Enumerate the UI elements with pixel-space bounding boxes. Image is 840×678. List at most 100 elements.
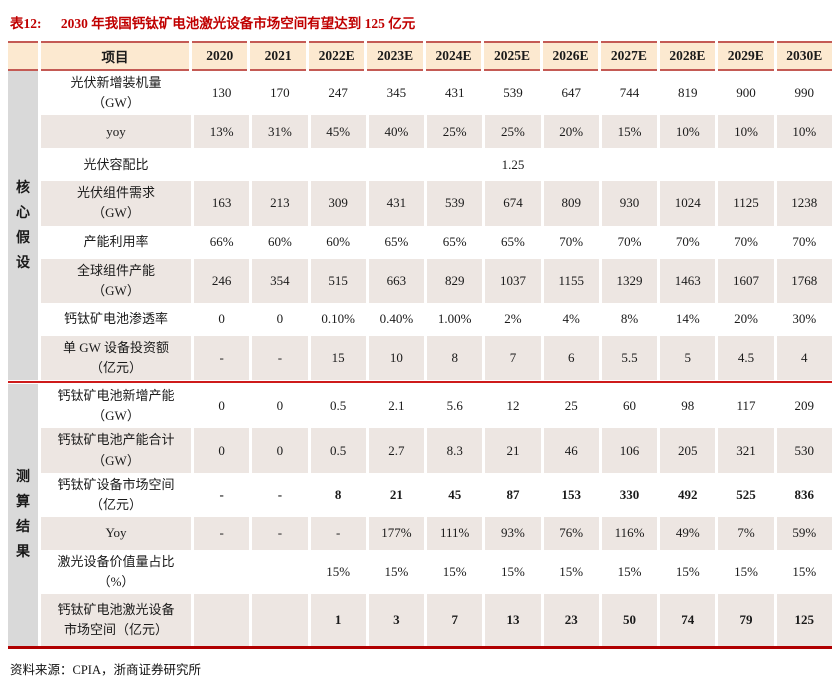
- data-cell: 5: [660, 335, 716, 381]
- data-cell: 1607: [718, 258, 774, 303]
- data-cell: [194, 148, 249, 181]
- table-row: 光伏新增装机量 （GW） 130 170 247 345 431 539 647 744 819 9…: [41, 71, 832, 115]
- data-cell: [777, 148, 832, 181]
- data-cell: -: [252, 335, 308, 381]
- table-row: 钙钛矿电池产能合计 （GW） 0 0 0.5 2.7 8.3 21 46 106 205 321 53…: [41, 428, 832, 473]
- data-cell: 76%: [543, 516, 599, 550]
- data-cell: 515: [310, 258, 366, 303]
- data-cell: 2.7: [368, 428, 425, 473]
- data-cell: 117: [736, 398, 756, 414]
- column-header-year: 2022E: [308, 41, 365, 71]
- data-cell: 15%: [792, 564, 817, 580]
- data-cell: 25: [564, 398, 578, 414]
- data-cell: 130: [211, 85, 232, 101]
- data-cell: 5.6: [446, 398, 463, 414]
- data-cell: 990: [794, 85, 815, 101]
- table-body: 核心假设 光伏新增装机量 （GW） 130 170 247 345 431 539 647 744…: [8, 71, 832, 647]
- data-cell: 836: [794, 486, 815, 502]
- data-cell: [718, 148, 773, 181]
- data-cell: 116%: [601, 516, 658, 550]
- data-cell: 106: [601, 428, 658, 473]
- data-cell: 60%: [326, 234, 351, 250]
- data-cell: 674: [485, 181, 541, 226]
- data-cell: 0.10%: [321, 311, 355, 327]
- data-cell: -: [219, 486, 224, 502]
- data-cell: [602, 148, 657, 181]
- data-cell: 20%: [734, 311, 758, 327]
- table-section: 核心假设 光伏新增装机量 （GW） 130 170 247 345 431 539 647 744…: [8, 71, 832, 381]
- data-cell: 45: [448, 486, 462, 502]
- table-row: 钙钛矿电池激光设备 市场空间（亿元） 1 3 7 13 23 50 74 79 125: [41, 594, 832, 647]
- data-cell: 1: [310, 594, 366, 647]
- data-cell: 70%: [734, 234, 758, 250]
- table-row: 全球组件产能 （GW） 246 354 515 663 829 1037 1155 1329 14…: [41, 258, 832, 303]
- data-cell: [194, 594, 250, 647]
- data-cell: 330: [619, 486, 640, 502]
- data-table: 项目 2020 2021 2022E 2023E 2024E 2025E 2026E 2027E…: [8, 41, 832, 650]
- data-cell: [252, 550, 307, 594]
- data-cell: 7%: [718, 516, 774, 550]
- data-cell: 0.5: [310, 428, 366, 473]
- data-cell: 111%: [427, 516, 483, 550]
- data-cell: 539: [427, 181, 483, 226]
- data-cell: 345: [386, 85, 407, 101]
- data-cell: -: [277, 486, 283, 502]
- data-cell: 0: [276, 311, 284, 327]
- data-cell: 21: [485, 428, 541, 473]
- row-label: 钙钛矿电池产能合计 （GW）: [41, 428, 191, 473]
- data-cell: 13: [485, 594, 541, 647]
- data-cell: 5.5: [601, 335, 658, 381]
- table-header-row: 项目 2020 2021 2022E 2023E 2024E 2025E 2026E 2027E…: [8, 41, 832, 71]
- data-cell: 15%: [617, 564, 642, 580]
- row-label: 全球组件产能 （GW）: [41, 258, 191, 303]
- section-label-cell: 测算结果: [8, 384, 38, 647]
- row-label: 光伏组件需求 （GW）: [41, 181, 191, 226]
- section-rows: 光伏新增装机量 （GW） 130 170 247 345 431 539 647 744 819 9…: [41, 71, 832, 381]
- table-section: 测算结果 钙钛矿电池新增产能 （GW） 0 0 0.5 2.1 5.6 12 25 60 98 117…: [8, 384, 832, 647]
- column-header-year: 2028E: [659, 41, 716, 71]
- data-cell: 8%: [620, 311, 639, 327]
- data-cell: 60: [622, 398, 636, 414]
- column-header-year: 2029E: [718, 41, 774, 71]
- data-cell: 2.1: [388, 398, 405, 414]
- header-corner-cell: [8, 41, 38, 71]
- data-cell: 153: [561, 486, 581, 502]
- data-cell: 59%: [776, 516, 832, 550]
- data-cell: 163: [194, 181, 250, 226]
- data-cell: 431: [368, 181, 425, 226]
- data-cell: 70%: [559, 234, 584, 250]
- data-cell: -: [252, 516, 308, 550]
- data-cell: 900: [736, 85, 756, 101]
- data-cell: 13%: [194, 115, 250, 149]
- data-cell: 45%: [310, 115, 366, 149]
- data-cell: 2%: [504, 311, 522, 327]
- data-cell: 10%: [776, 115, 832, 149]
- section-label-cell: 核心假设: [8, 71, 38, 381]
- table-row: 钙钛矿电池渗透率 0 0 0.10% 0.40% 1.00% 2% 4% 8% 14% 20% 30%: [41, 303, 832, 336]
- data-cell: 1329: [601, 258, 658, 303]
- data-cell: 15%: [442, 564, 467, 580]
- data-cell: 31%: [252, 115, 308, 149]
- data-cell: 1238: [776, 181, 832, 226]
- column-header-year: 2025E: [484, 41, 540, 71]
- data-cell: 25%: [427, 115, 483, 149]
- data-cell: 0: [218, 311, 225, 327]
- data-cell: 15%: [601, 115, 658, 149]
- data-cell: 525: [736, 486, 756, 502]
- data-cell: -: [310, 516, 366, 550]
- data-cell: 66%: [209, 234, 234, 250]
- data-cell: 1125: [718, 181, 774, 226]
- data-cell: 12: [506, 398, 520, 414]
- data-cell: 1463: [660, 258, 716, 303]
- data-cell: [252, 594, 308, 647]
- data-cell: [194, 550, 249, 594]
- table-row: 光伏容配比 1.25: [41, 148, 832, 181]
- table-caption: 2030 年我国钙钛矿电池激光设备市场空间有望达到 125 亿元: [60, 16, 416, 31]
- data-cell: 15%: [384, 564, 409, 580]
- data-cell: 354: [252, 258, 308, 303]
- data-cell: 49%: [660, 516, 716, 550]
- data-cell: -: [194, 335, 250, 381]
- data-cell: 209: [794, 398, 815, 414]
- data-cell: 4.5: [718, 335, 774, 381]
- column-header-year: 2020: [192, 41, 248, 71]
